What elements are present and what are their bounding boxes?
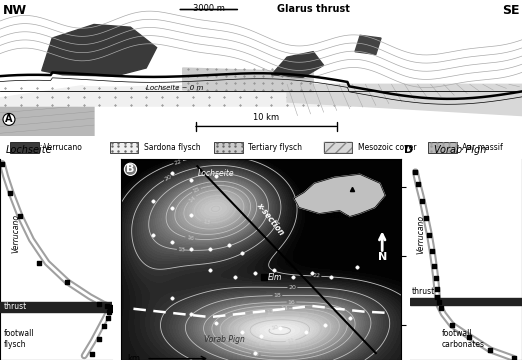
Polygon shape — [355, 35, 381, 54]
Point — [433, 294, 442, 300]
FancyBboxPatch shape — [110, 142, 138, 153]
Text: Sardona flysch: Sardona flysch — [144, 143, 200, 152]
Point — [35, 260, 43, 266]
FancyBboxPatch shape — [324, 142, 352, 153]
Text: 12: 12 — [257, 341, 266, 347]
Text: 22: 22 — [312, 273, 321, 279]
Point — [106, 307, 114, 312]
Point — [6, 190, 14, 196]
Point — [465, 334, 473, 339]
Polygon shape — [42, 24, 157, 76]
Text: Elm: Elm — [267, 273, 282, 282]
Text: 10: 10 — [270, 324, 279, 330]
Text: SE: SE — [502, 4, 519, 17]
Point — [106, 305, 115, 311]
Text: 10 km: 10 km — [253, 113, 279, 122]
Polygon shape — [0, 98, 94, 136]
Text: 20: 20 — [289, 285, 296, 290]
Text: footwall
carbonates: footwall carbonates — [441, 329, 484, 349]
Text: thrust: thrust — [412, 287, 435, 296]
Point — [487, 347, 495, 353]
Text: footwall
flysch: footwall flysch — [3, 329, 34, 348]
Text: 3000 m: 3000 m — [193, 4, 225, 13]
Point — [433, 286, 441, 292]
Text: Aar massif: Aar massif — [462, 143, 503, 152]
FancyBboxPatch shape — [214, 142, 243, 153]
Point — [422, 215, 430, 221]
Bar — [410, 298, 522, 305]
Point — [63, 279, 72, 285]
Text: N: N — [377, 252, 387, 262]
Text: 15: 15 — [252, 351, 260, 357]
Point — [428, 248, 436, 254]
Text: Verrucano: Verrucano — [11, 214, 20, 253]
Point — [0, 161, 6, 166]
Text: 13: 13 — [266, 310, 274, 315]
Point — [102, 303, 111, 309]
Point — [509, 355, 518, 360]
Polygon shape — [183, 68, 313, 93]
Bar — [0, 302, 112, 312]
Text: x-section: x-section — [255, 201, 286, 237]
FancyBboxPatch shape — [428, 142, 457, 153]
FancyBboxPatch shape — [10, 142, 39, 153]
Text: 22: 22 — [174, 158, 183, 166]
Polygon shape — [287, 84, 522, 116]
Point — [16, 213, 25, 219]
Point — [414, 181, 422, 187]
Text: D: D — [404, 145, 413, 155]
Text: Lochseite ~ 0 m: Lochseite ~ 0 m — [146, 85, 204, 91]
Text: 16: 16 — [288, 300, 295, 305]
Point — [430, 264, 438, 269]
Text: 14: 14 — [280, 306, 288, 311]
Point — [103, 315, 112, 321]
Text: Vorab Pign: Vorab Pign — [434, 145, 487, 155]
Point — [105, 310, 114, 315]
Point — [100, 323, 109, 329]
Text: thrust: thrust — [3, 302, 27, 311]
Text: 16: 16 — [186, 235, 194, 241]
Text: 15: 15 — [192, 186, 201, 194]
Point — [448, 322, 456, 328]
Point — [94, 301, 103, 307]
Point — [432, 275, 440, 281]
Text: Vorab Pign: Vorab Pign — [204, 335, 244, 344]
Point — [425, 232, 434, 238]
Polygon shape — [271, 52, 324, 77]
Text: Lochseite: Lochseite — [6, 145, 52, 155]
Point — [94, 336, 103, 342]
Text: Tertiary flysch: Tertiary flysch — [248, 143, 302, 152]
Point — [411, 169, 420, 175]
Text: Mesozoic cover: Mesozoic cover — [358, 143, 416, 152]
Text: 20: 20 — [163, 174, 173, 182]
Text: Glarus thrust: Glarus thrust — [277, 4, 350, 14]
Point — [434, 300, 443, 305]
Text: Verrucano: Verrucano — [44, 143, 83, 152]
Point — [106, 304, 114, 310]
Point — [437, 305, 445, 311]
Text: 13: 13 — [201, 219, 210, 225]
Text: A: A — [5, 114, 13, 124]
Text: 18: 18 — [274, 293, 281, 298]
Point — [88, 351, 96, 356]
Text: Verrucano: Verrucano — [417, 215, 426, 254]
Text: B: B — [126, 164, 135, 174]
Point — [418, 198, 426, 204]
Text: km: km — [127, 354, 140, 360]
Text: NW: NW — [3, 4, 27, 17]
Text: Lochseite: Lochseite — [198, 169, 235, 178]
Text: 14: 14 — [187, 194, 197, 203]
Text: 18: 18 — [177, 247, 186, 253]
Text: 11: 11 — [287, 338, 295, 344]
